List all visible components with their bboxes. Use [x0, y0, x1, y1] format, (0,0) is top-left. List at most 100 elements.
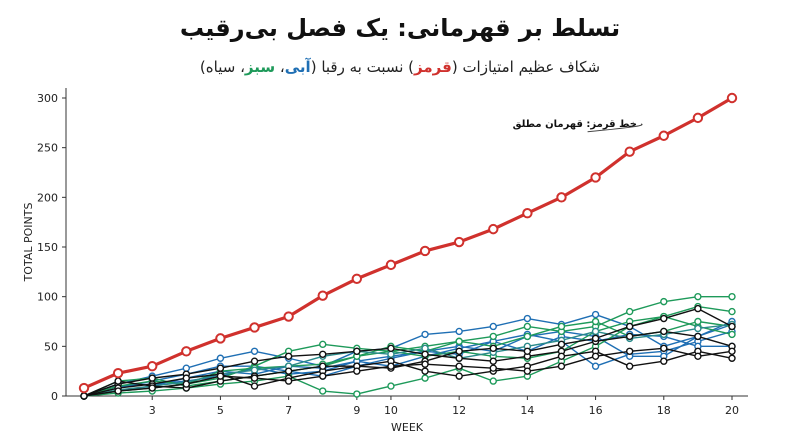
- data-point: [557, 340, 566, 349]
- data-point: [319, 350, 327, 358]
- data-point: [728, 307, 736, 316]
- y-tick-label: 0: [51, 390, 58, 403]
- data-point: [591, 362, 600, 370]
- y-tick-label: 50: [44, 340, 58, 353]
- data-point: [351, 273, 363, 284]
- data-point: [78, 382, 90, 394]
- data-point: [453, 236, 465, 248]
- annotation: خط قرمز: قهرمان مطلق: [513, 119, 643, 133]
- data-point: [660, 314, 668, 323]
- data-point: [80, 392, 88, 400]
- x-tick-label: 16: [589, 404, 603, 417]
- data-point: [728, 354, 736, 362]
- series-line: [83, 313, 733, 397]
- series-black-12: [80, 344, 736, 400]
- data-point: [182, 374, 191, 382]
- data-point: [284, 352, 293, 360]
- data-point: [726, 92, 738, 104]
- data-point: [353, 347, 361, 355]
- y-tick-label: 250: [37, 142, 58, 155]
- data-point: [319, 387, 327, 395]
- series-line: [83, 96, 733, 390]
- x-tick-label: 5: [217, 404, 224, 417]
- data-point: [216, 354, 225, 362]
- subtitle-sep2: ،: [235, 58, 245, 76]
- x-tick-label: 7: [285, 404, 292, 417]
- y-tick-label: 200: [37, 191, 58, 204]
- chart-axes: 0 50 100 150 200 250 300 3 5 7 9 10 12 14 16 18 20 WEEK TO…: [22, 88, 748, 434]
- data-point: [284, 377, 293, 385]
- data-point: [694, 324, 702, 333]
- subtitle-prefix: شکاف عظیم امتیازات: [457, 58, 601, 76]
- annotation-label: خط قرمز: قهرمان مطلق: [513, 119, 637, 130]
- data-point: [147, 361, 158, 372]
- subtitle-sep1: ،: [275, 58, 285, 76]
- data-point: [523, 314, 532, 323]
- data-point: [421, 344, 429, 353]
- data-point: [114, 377, 122, 385]
- series-line: [83, 350, 733, 397]
- data-point: [387, 382, 395, 390]
- data-point: [658, 130, 669, 141]
- data-point: [387, 350, 395, 358]
- series-line: [83, 347, 733, 397]
- data-point: [489, 332, 497, 341]
- y-tick-label: 300: [37, 92, 58, 105]
- data-point: [489, 344, 497, 353]
- y-axis-title: TOTAL POINTS: [22, 203, 35, 283]
- data-point: [319, 362, 327, 370]
- data-point: [421, 360, 429, 368]
- chart-title: تسلط بر قهرمانی: یک فصل بی‌رقیب: [179, 14, 621, 42]
- data-point: [284, 367, 293, 375]
- data-point: [624, 146, 635, 157]
- data-point: [319, 372, 327, 380]
- data-point: [283, 311, 294, 322]
- data-point: [591, 352, 600, 360]
- data-point: [455, 354, 463, 362]
- data-point: [181, 346, 192, 357]
- data-point: [114, 387, 122, 395]
- data-point: [728, 330, 736, 339]
- data-point: [557, 322, 566, 331]
- data-point: [625, 332, 634, 341]
- data-point: [455, 372, 463, 380]
- data-point: [421, 350, 429, 358]
- series-line: [83, 330, 733, 397]
- data-point: [419, 245, 431, 257]
- data-point: [148, 384, 156, 392]
- subtitle-red-word: قرمز: [414, 58, 452, 76]
- data-point: [557, 362, 566, 370]
- data-point: [591, 317, 600, 326]
- subtitle-paren-open: (: [451, 58, 458, 76]
- data-point: [591, 310, 600, 319]
- x-tick-label: 12: [452, 404, 466, 417]
- data-point: [556, 192, 567, 203]
- data-point: [591, 334, 600, 343]
- data-point: [489, 377, 497, 385]
- subtitle-middle: نسبت به رقبا (: [310, 58, 409, 76]
- data-point: [590, 172, 601, 183]
- x-tick-label: 18: [657, 404, 671, 417]
- data-point: [421, 367, 429, 375]
- data-point: [660, 327, 668, 336]
- y-tick-label: 100: [37, 291, 58, 304]
- data-point: [523, 332, 532, 341]
- data-point: [421, 374, 429, 382]
- data-point: [694, 304, 702, 313]
- data-point: [660, 344, 668, 353]
- data-point: [728, 292, 736, 301]
- data-point: [353, 367, 361, 375]
- data-point: [250, 382, 259, 390]
- data-point: [250, 366, 259, 374]
- data-point: [692, 112, 704, 124]
- annotation-arrow: [587, 123, 643, 133]
- data-point: [317, 290, 328, 301]
- data-point: [250, 374, 259, 382]
- x-axis-title: WEEK: [391, 421, 424, 434]
- data-point: [385, 259, 397, 271]
- series-line: [83, 320, 733, 397]
- data-point: [387, 362, 395, 370]
- data-point: [455, 327, 463, 336]
- data-point: [387, 344, 395, 353]
